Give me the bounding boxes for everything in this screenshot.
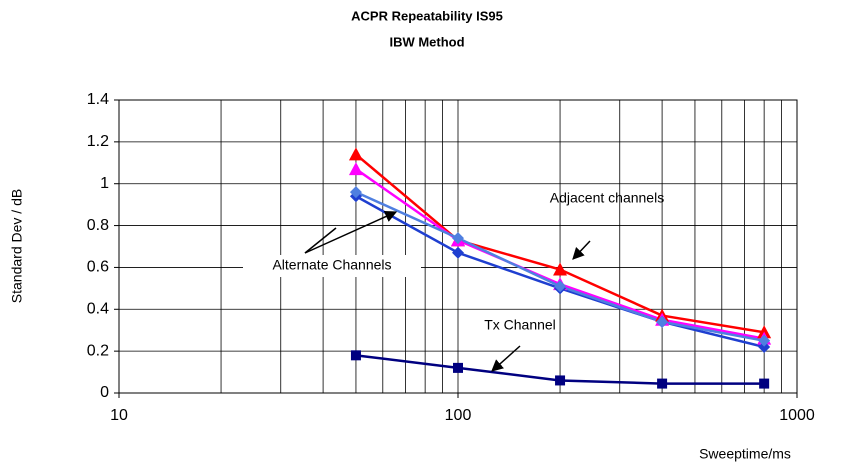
marker (348, 162, 363, 176)
plot-border (118, 99, 798, 394)
annotation-arrow (491, 345, 521, 372)
y-tick-label: 0.6 (87, 259, 109, 276)
y-tick-label: 0.4 (87, 301, 109, 318)
y-tick-label: 0.2 (87, 342, 109, 359)
y-tick-label: 1 (100, 175, 109, 192)
marker (350, 350, 361, 361)
marker (452, 246, 464, 259)
y-tick-label: 0.8 (87, 217, 109, 234)
y-tick-label: 0 (100, 384, 109, 401)
annotation-arrow (304, 227, 337, 254)
marker (348, 147, 363, 161)
marker (759, 378, 770, 389)
marker (656, 315, 669, 328)
x-axis-label: Sweeptime/ms (699, 446, 791, 462)
chart-subtitle: IBW Method (389, 34, 464, 49)
y-tick-label: 1.2 (87, 133, 109, 150)
marker (657, 378, 668, 389)
marker (554, 280, 567, 293)
annotation: Tx Channel (484, 317, 556, 333)
marker (758, 340, 771, 353)
marker (555, 375, 566, 386)
annotation-arrow (304, 210, 398, 254)
marker (453, 362, 463, 373)
x-tick-label: 100 (445, 407, 472, 424)
annotation: Alternate Channels (272, 257, 391, 273)
marker (452, 232, 464, 245)
annotation-arrow (572, 240, 591, 260)
marker (349, 186, 362, 199)
annotation-bg (243, 255, 421, 277)
marker (758, 334, 771, 347)
marker (553, 262, 568, 276)
x-tick-label: 1000 (779, 407, 815, 424)
y-tick-label: 1.4 (87, 91, 109, 108)
y-axis-label: Standard Dev / dB (9, 189, 25, 303)
chart-title: ACPR Repeatability IS95 (351, 8, 503, 23)
x-tick-label: 10 (110, 407, 128, 424)
annotation: Adjacent channels (550, 190, 664, 206)
